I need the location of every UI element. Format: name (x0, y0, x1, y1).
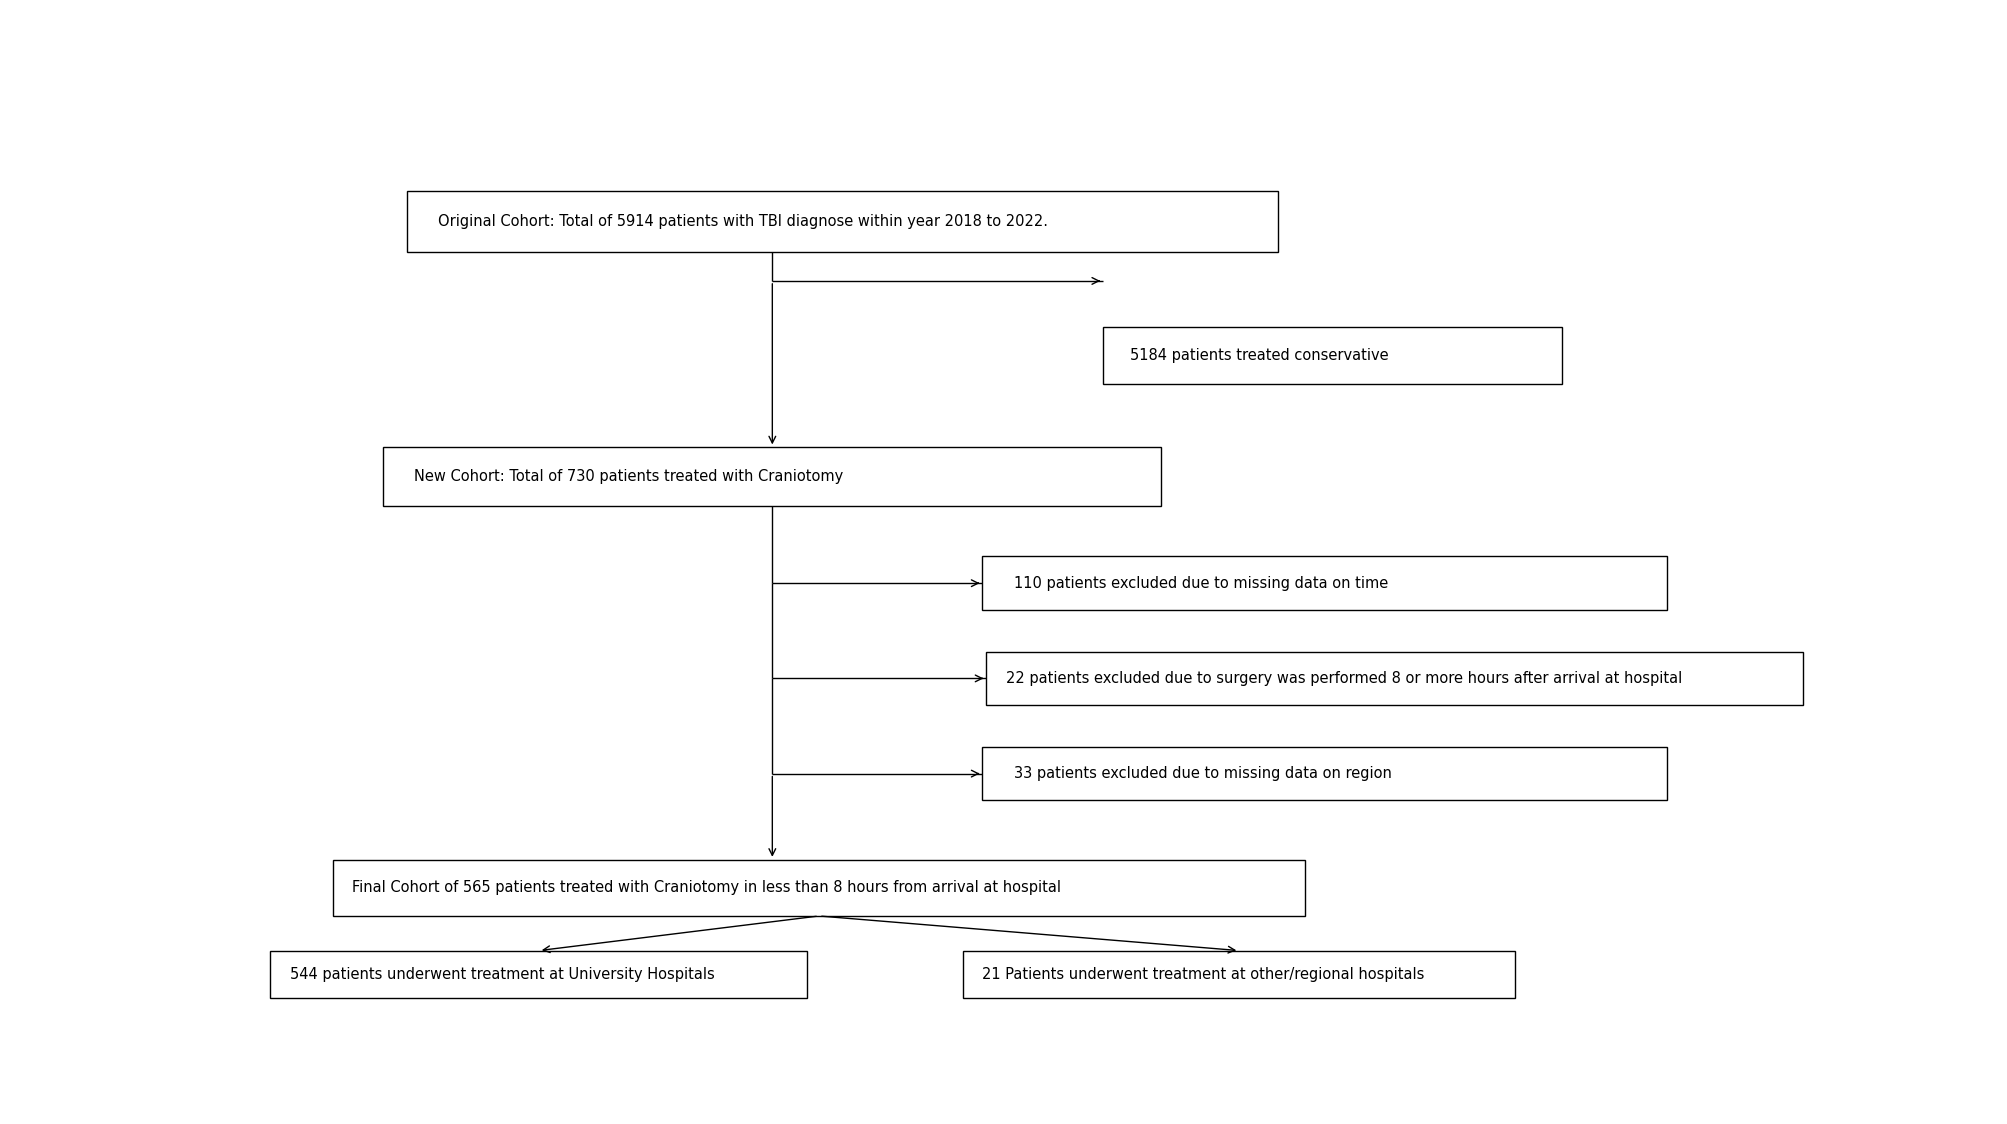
Text: 33 patients excluded due to missing data on region: 33 patients excluded due to missing data… (1014, 767, 1391, 781)
Text: 22 patients excluded due to surgery was performed 8 or more hours after arrival : 22 patients excluded due to surgery was … (1006, 671, 1682, 686)
Bar (383, 447, 1160, 506)
Bar (963, 951, 1515, 998)
Bar (981, 556, 1666, 610)
Bar (981, 746, 1666, 800)
Text: New Cohort: Total of 730 patients treated with Craniotomy: New Cohort: Total of 730 patients treate… (413, 469, 843, 484)
Text: 21 Patients underwent treatment at other/regional hospitals: 21 Patients underwent treatment at other… (981, 967, 1425, 982)
Text: 5184 patients treated conservative: 5184 patients treated conservative (1130, 348, 1389, 363)
Text: Original Cohort: Total of 5914 patients with TBI diagnose within year 2018 to 20: Original Cohort: Total of 5914 patients … (438, 214, 1048, 229)
Bar (985, 652, 1802, 705)
Bar (1102, 327, 1561, 383)
Text: 544 patients underwent treatment at University Hospitals: 544 patients underwent treatment at Univ… (289, 967, 714, 982)
Bar (271, 951, 807, 998)
Text: Final Cohort of 565 patients treated with Craniotomy in less than 8 hours from a: Final Cohort of 565 patients treated wit… (351, 880, 1060, 896)
Bar (405, 191, 1278, 252)
Bar (333, 860, 1305, 916)
Text: 110 patients excluded due to missing data on time: 110 patients excluded due to missing dat… (1014, 575, 1387, 591)
